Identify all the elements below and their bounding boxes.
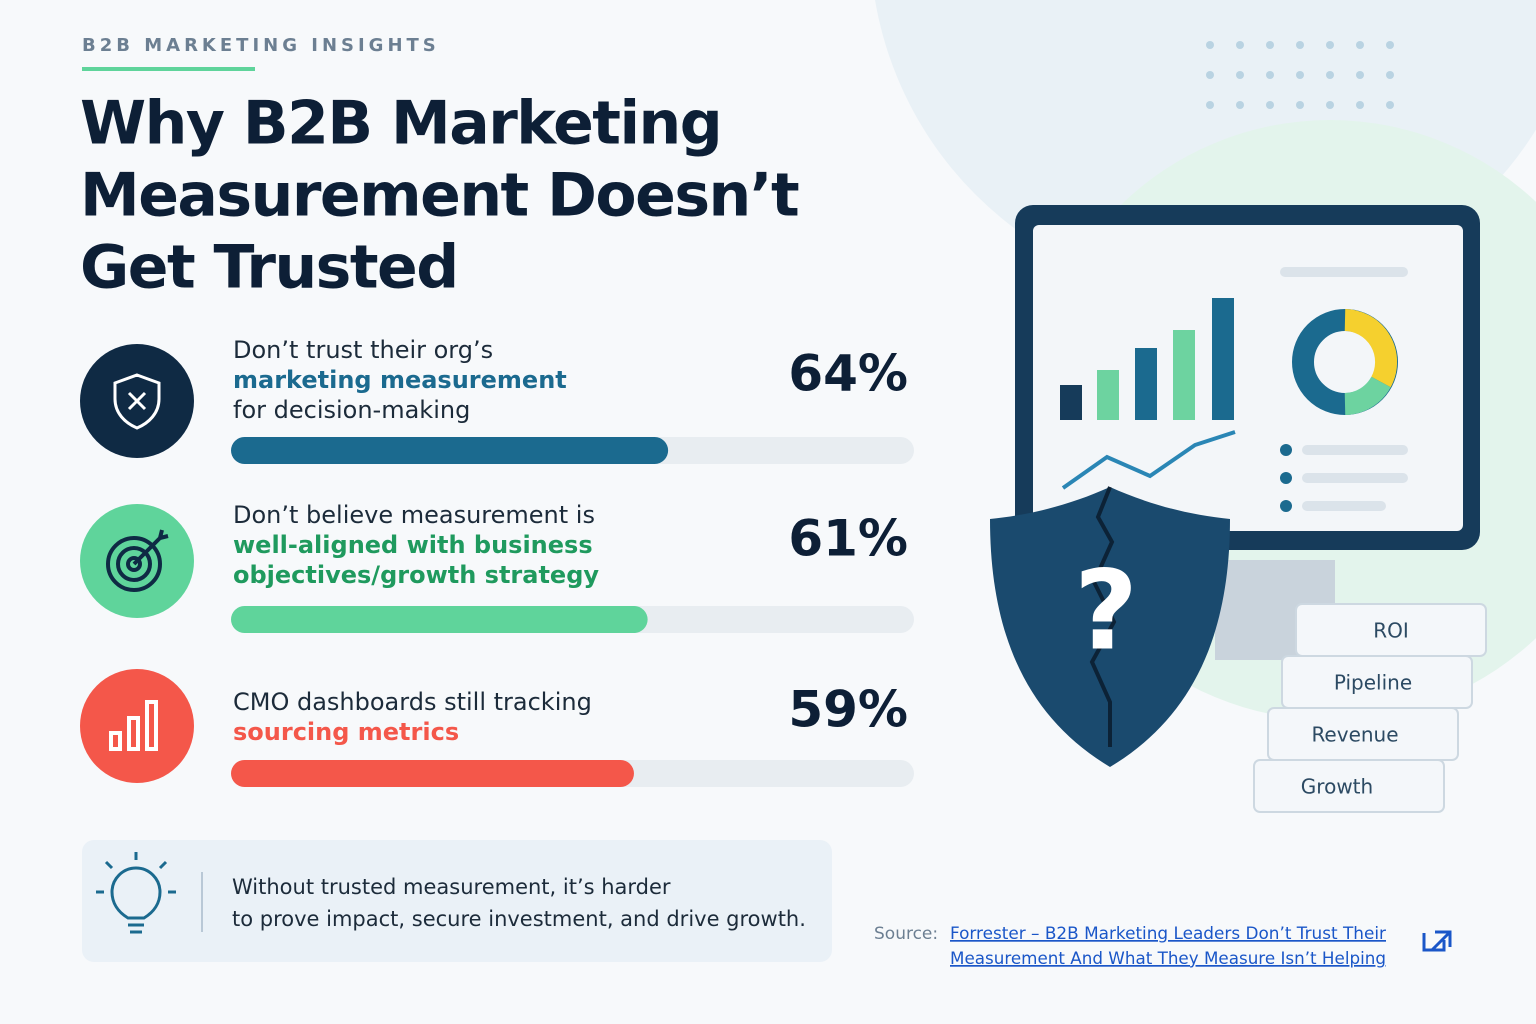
bars-icon bbox=[109, 700, 158, 751]
stat-highlight: well-aligned with business bbox=[233, 531, 593, 559]
eyebrow: B2B MARKETING INSIGHTS bbox=[82, 35, 440, 56]
target-icon bbox=[106, 529, 169, 592]
title: Measurement Doesn’t bbox=[80, 161, 799, 231]
callout-text: Without trusted measurement, it’s harder bbox=[232, 875, 671, 899]
shield-symbol: ? bbox=[1074, 546, 1138, 674]
stat-value: 59% bbox=[788, 681, 908, 739]
metric-block bbox=[1253, 759, 1445, 813]
bar bbox=[231, 437, 669, 464]
bulb-icon bbox=[96, 852, 176, 934]
bar bbox=[231, 760, 634, 787]
title: Why B2B Marketing bbox=[80, 89, 721, 159]
source-link[interactable]: Measurement And What They Measure Isn’t … bbox=[950, 949, 1386, 969]
eyebrow-underline bbox=[82, 67, 255, 71]
stat-text: CMO dashboards still tracking bbox=[233, 688, 592, 716]
stat-text: for decision-making bbox=[233, 396, 470, 424]
stat-highlight: objectives/growth strategy bbox=[233, 561, 599, 589]
callout-box bbox=[82, 840, 832, 962]
metric-block-label: Revenue bbox=[1311, 723, 1398, 747]
source-link[interactable]: Forrester – B2B Marketing Leaders Don’t … bbox=[950, 924, 1386, 944]
stat-value: 64% bbox=[788, 345, 908, 403]
metric-block-label: Growth bbox=[1301, 775, 1373, 799]
title: Get Trusted bbox=[80, 233, 458, 303]
stat-highlight: sourcing metrics bbox=[233, 718, 459, 746]
external-link-icon[interactable] bbox=[1422, 930, 1452, 952]
stat-highlight: marketing measurement bbox=[233, 366, 567, 394]
stat-value: 61% bbox=[788, 510, 908, 568]
metric-block-label: ROI bbox=[1373, 619, 1409, 643]
dot-grid bbox=[1206, 41, 1394, 109]
stat-text: Don’t trust their org’s bbox=[233, 336, 493, 364]
stat-text: Don’t believe measurement is bbox=[233, 501, 595, 529]
monitor-illustration bbox=[990, 205, 1480, 767]
callout-text: to prove impact, secure investment, and … bbox=[232, 907, 806, 931]
shield-icon bbox=[113, 373, 161, 430]
metric-block-label: Pipeline bbox=[1334, 671, 1412, 695]
source-label: Source: bbox=[874, 924, 938, 944]
bar bbox=[231, 606, 648, 633]
